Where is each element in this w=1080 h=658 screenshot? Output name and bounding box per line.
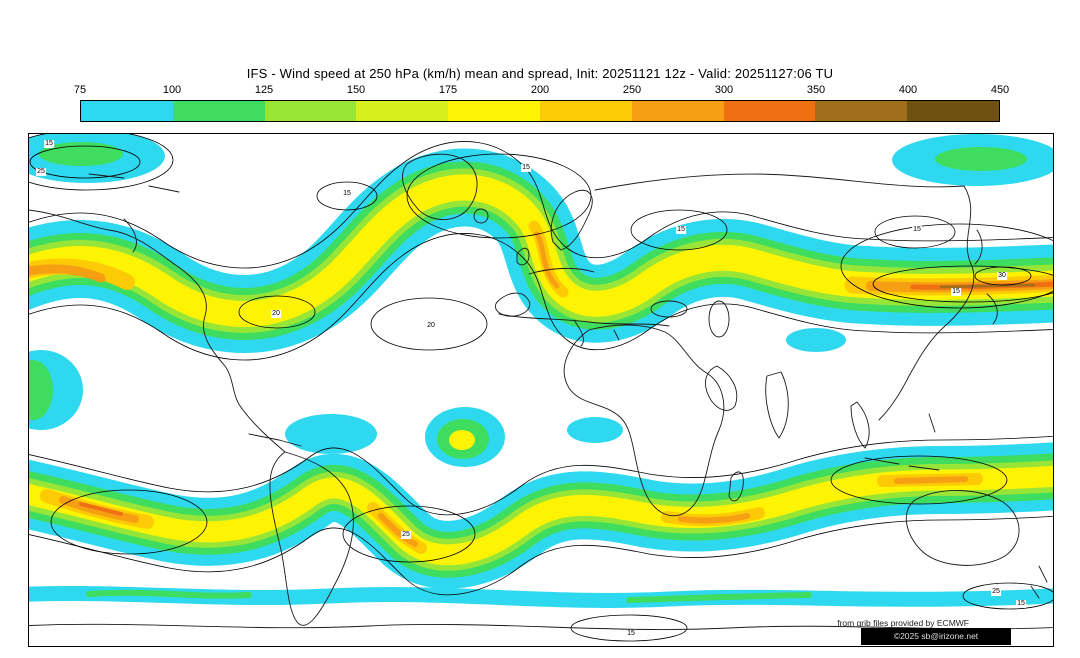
coast-greece <box>613 329 620 341</box>
map-panel: 15 25 15 15 20 20 15 15 30 15 25 15 25 15 from grib f… <box>28 133 1054 647</box>
coast-australia <box>905 490 1020 566</box>
coast-hudson-bay <box>123 218 137 253</box>
colorbar-segment <box>539 101 632 121</box>
colorbar-tick-label: 450 <box>990 84 1010 96</box>
coast-asia-east <box>878 185 975 421</box>
colorbar-tick-label: 125 <box>254 84 274 96</box>
black-sea <box>650 300 688 318</box>
colorbar-segment <box>631 101 724 121</box>
data-credit-text: from grib files provided by ECMWF <box>837 618 969 628</box>
coast-arctic-islands-1 <box>88 173 125 179</box>
patch-south-asia <box>786 328 846 352</box>
colorbar-tick-label: 250 <box>622 84 642 96</box>
coast-antarctica <box>29 623 1053 630</box>
coast-arabia <box>705 365 738 411</box>
colorbar-tick-label: 300 <box>714 84 734 96</box>
coast-indonesia-1 <box>864 457 900 465</box>
colorbar-tick-label: 400 <box>898 84 918 96</box>
chart-title: IFS - Wind speed at 250 hPa (km/h) mean … <box>246 66 834 81</box>
colorbar-segment <box>356 101 449 121</box>
coast-indochina <box>850 401 870 449</box>
coast-madagascar <box>728 471 744 502</box>
colorbar-segment <box>907 101 999 121</box>
colorbar-segment <box>172 101 265 121</box>
tropical-patch-africa-e <box>567 417 623 443</box>
coast-iceland <box>473 208 489 224</box>
colorbar-tick-label: 175 <box>438 84 458 96</box>
coast-asia-arctic <box>594 173 965 191</box>
tropical-patch-atlantic <box>285 414 377 454</box>
coast-new-zealand-1 <box>1038 565 1048 583</box>
coast-kamchatka <box>974 229 983 265</box>
colorbar-tick-label: 350 <box>806 84 826 96</box>
coast-africa <box>563 324 725 517</box>
coast-north-america <box>29 209 286 453</box>
colorbar-tick-label: 150 <box>346 84 366 96</box>
coast-north-europe <box>528 267 595 275</box>
colorbar-segment <box>815 101 908 121</box>
coast-india <box>765 371 789 439</box>
coast-south-america <box>269 451 354 626</box>
colorbar-tick-labels: 75 100 125 150 175 200 250 300 350 400 450 <box>74 84 1009 98</box>
coast-british-isles <box>516 247 530 266</box>
coast-philippines <box>928 413 936 433</box>
coast-iberia <box>495 292 531 317</box>
caspian-sea <box>708 300 730 338</box>
colorbar-tick-label: 200 <box>530 84 550 96</box>
colorbar-segment <box>723 101 816 121</box>
colorbar-tick-label: 75 <box>73 84 87 96</box>
coast-new-zealand-2 <box>1030 585 1040 599</box>
colorbar-segment <box>264 101 357 121</box>
windspeed-shading <box>29 134 1053 608</box>
copyright-badge: ©2025 sb@irizone.net <box>861 628 1011 645</box>
colorbar-segment <box>448 101 540 121</box>
coast-arctic-islands-2 <box>148 185 180 193</box>
world-map-canvas <box>29 134 1053 642</box>
colorbar-segment <box>81 101 173 121</box>
colorbar <box>80 100 1000 122</box>
coast-italy <box>573 319 584 347</box>
coast-indonesia-2 <box>908 465 940 471</box>
coast-greenland <box>402 153 478 220</box>
coast-caribbean <box>248 433 302 447</box>
coast-mediterranean <box>498 313 670 327</box>
coast-japan <box>986 293 998 325</box>
coast-scandinavia <box>550 189 593 251</box>
colorbar-tick-label: 100 <box>162 84 182 96</box>
coastlines <box>29 153 1053 630</box>
